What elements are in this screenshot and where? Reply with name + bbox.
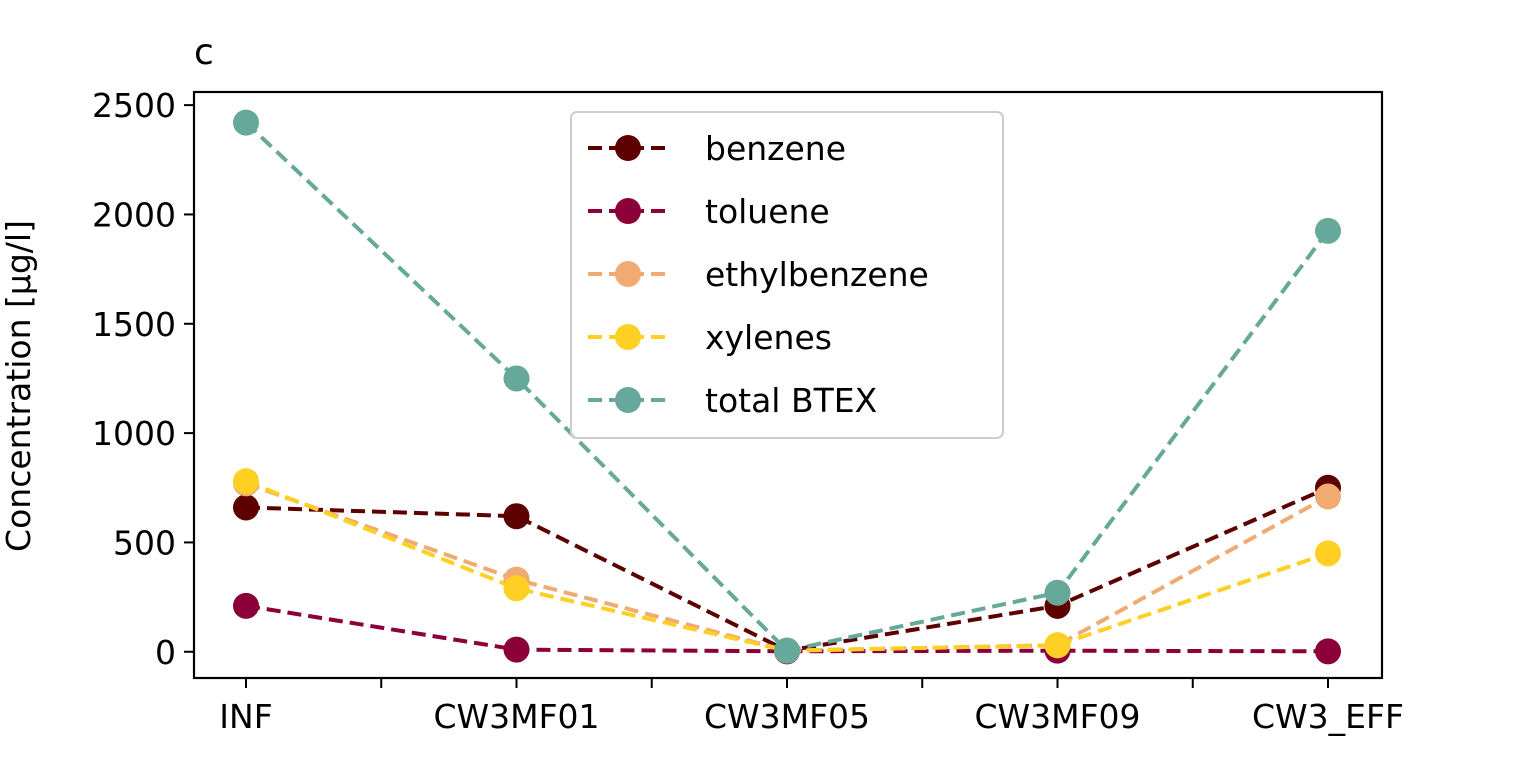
legend: benzene toluene ethylbenzene xylenes total B… (570, 111, 1004, 439)
plot-frame (192, 90, 1384, 680)
x-tick-label: INF (219, 697, 272, 736)
x-tick-label: CW3MF01 (433, 697, 599, 736)
y-axis: 0 500 1000 1500 2000 2500 (92, 86, 194, 672)
legend-marker (615, 261, 641, 287)
y-tick-label: 1000 (92, 414, 176, 453)
legend-label: benzene (705, 129, 846, 168)
series-points (233, 109, 1341, 665)
legend-box (570, 111, 1004, 439)
legend-marker (615, 135, 641, 161)
y-tick-label: 0 (155, 633, 176, 672)
data-point (503, 503, 530, 530)
data-point (233, 109, 259, 136)
legend-label: ethylbenzene (705, 255, 929, 294)
y-tick-label: 2500 (92, 86, 176, 125)
data-point (233, 494, 259, 521)
x-tick-label: CW3MF05 (704, 697, 870, 736)
data-point (233, 468, 259, 495)
x-tick-label: CW3MF09 (974, 697, 1140, 736)
y-tick-label: 2000 (92, 195, 176, 234)
data-point (503, 365, 530, 392)
y-axis-label: Concentration [µg/l] (0, 220, 38, 552)
data-point (233, 592, 259, 619)
data-point (503, 636, 530, 663)
data-point (1044, 632, 1071, 659)
data-point (1315, 638, 1341, 665)
x-axis: INF CW3MF01 CW3MF05 CW3MF09 CW3_EFF (219, 678, 1404, 736)
legend-label: xylenes (705, 318, 832, 357)
data-point (774, 637, 800, 664)
legend-marker (615, 198, 641, 224)
series-line (245, 481, 1329, 653)
data-point (503, 575, 530, 602)
legend-marker (615, 387, 641, 413)
y-tick-label: 1500 (92, 305, 176, 344)
data-point (1315, 540, 1341, 567)
series-line (245, 479, 1329, 653)
legend-marker (615, 324, 641, 350)
data-point (1044, 579, 1071, 606)
data-point (1315, 217, 1341, 244)
series-line (245, 603, 1329, 654)
y-tick-label: 500 (113, 523, 176, 562)
legend-label: total BTEX (705, 381, 877, 420)
series-line (245, 485, 1329, 653)
chart-title: c (194, 32, 214, 73)
data-point (1315, 483, 1341, 510)
x-tick-label: CW3_EFF (1252, 697, 1404, 736)
legend-label: toluene (705, 192, 830, 231)
